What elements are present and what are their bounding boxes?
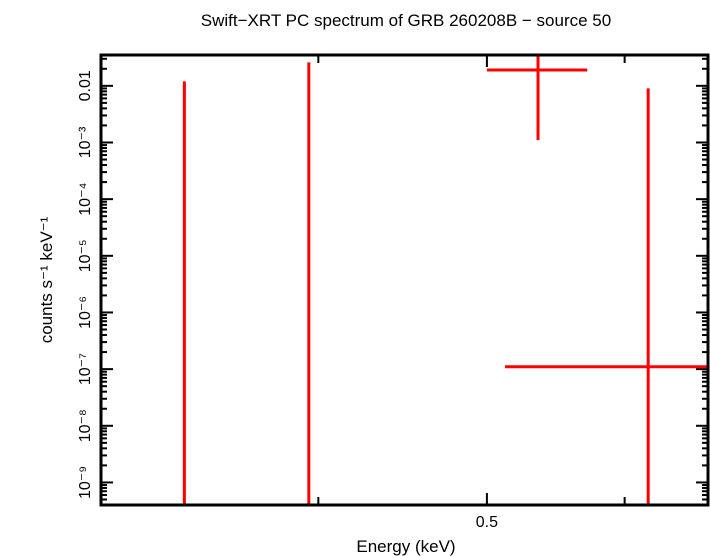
y-tick-label: 10⁻⁷ (77, 353, 94, 385)
y-tick-label: 10⁻³ (77, 126, 94, 158)
y-tick-label: 10⁻⁴ (77, 182, 94, 215)
y-axis-label: counts s⁻¹ keV⁻¹ (37, 216, 56, 343)
x-axis-tick-labels: 0.5 (476, 514, 498, 531)
data-point (486, 55, 588, 141)
x-tick-label: 0.5 (476, 514, 498, 531)
data-series (182, 55, 708, 505)
y-tick-label: 10⁻⁸ (77, 409, 94, 442)
y-tick-label: 0.01 (77, 70, 94, 101)
chart-title: Swift−XRT PC spectrum of GRB 260208B − s… (201, 11, 611, 30)
x-axis-label: Energy (keV) (356, 537, 455, 556)
minor-ticks (101, 55, 708, 506)
y-axis-tick-labels: 0.01 10⁻³ 10⁻⁴ 10⁻⁵ 10⁻⁶ 10⁻⁷ 10⁻⁸ 10⁻⁹ (77, 70, 94, 499)
y-tick-label: 10⁻⁶ (77, 296, 94, 329)
y-tick-label: 10⁻⁵ (77, 239, 94, 272)
y-tick-label: 10⁻⁹ (77, 466, 94, 499)
plot-frame (99, 53, 710, 507)
